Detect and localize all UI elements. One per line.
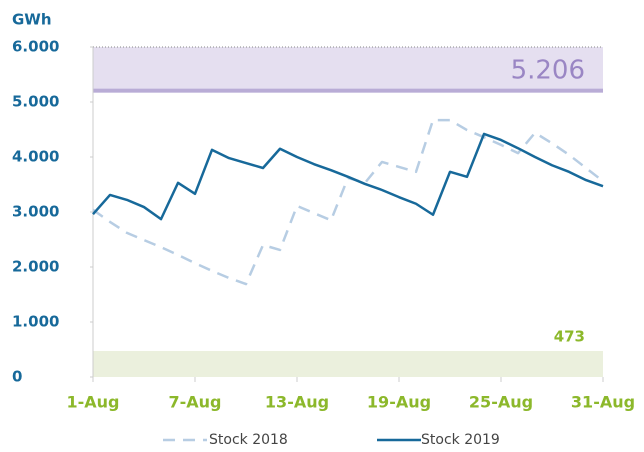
upper-band-label: 5.206 (511, 55, 585, 85)
y-tick-label: 1.000 (12, 313, 59, 331)
upper-band-edge (93, 88, 603, 93)
y-tick-label: 6.000 (12, 38, 59, 56)
upper-band (93, 47, 603, 91)
legend-label: Stock 2018 (209, 432, 288, 448)
lower-band-label: 473 (554, 327, 585, 345)
y-tick-label: 3.000 (12, 203, 59, 221)
series-line (92, 132, 604, 221)
legend-label: Stock 2019 (421, 432, 500, 448)
x-tick-label: 31-Aug (571, 393, 635, 412)
y-tick-label: 0 (12, 368, 22, 386)
y-tick-label: 4.000 (12, 148, 59, 166)
x-tick-label: 7-Aug (169, 393, 222, 412)
x-tick-label: 1-Aug (67, 393, 120, 412)
x-tick-label: 13-Aug (265, 393, 329, 412)
lower-band (93, 350, 603, 377)
y-tick-label: 2.000 (12, 258, 59, 276)
x-tick-label: 19-Aug (367, 393, 431, 412)
y-axis-label: GWh (12, 11, 52, 29)
x-tick-label: 25-Aug (469, 393, 533, 412)
y-tick-label: 5.000 (12, 93, 59, 111)
